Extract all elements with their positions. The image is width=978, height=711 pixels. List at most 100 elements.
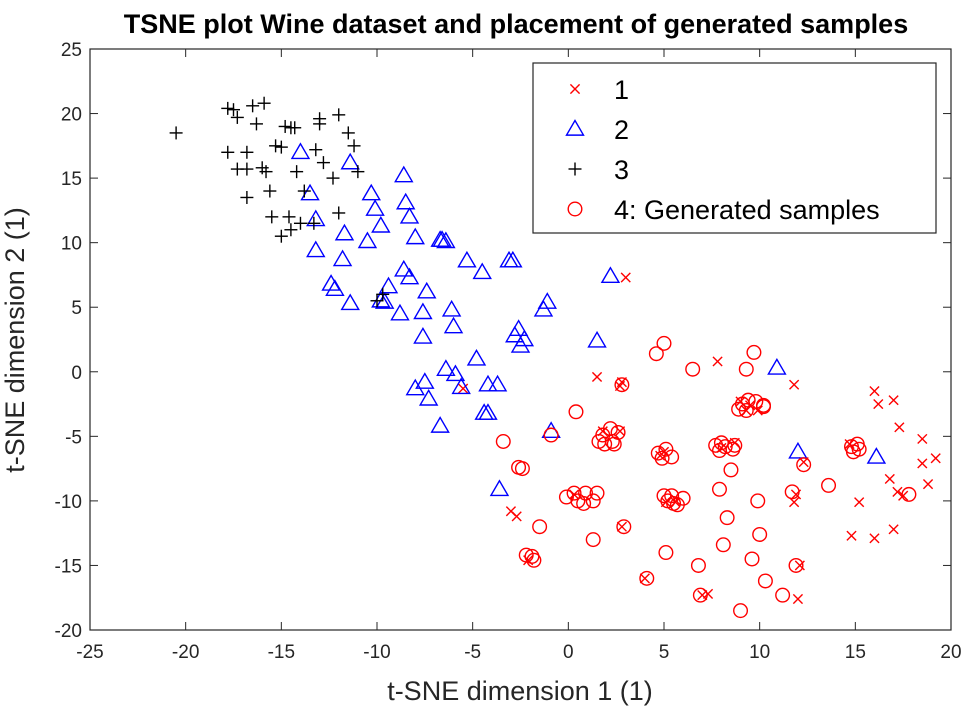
point-series-plus	[246, 99, 260, 113]
point-series-x	[869, 533, 880, 544]
point-series-triangle	[399, 267, 420, 285]
point-series-plus	[240, 145, 254, 159]
x-axis-label: t-SNE dimension 1 (1)	[387, 676, 653, 706]
point-series-plus	[169, 126, 183, 140]
point-series-plus	[221, 101, 235, 115]
point-series-circle	[675, 490, 691, 506]
x-tick-label: -20	[172, 642, 199, 663]
point-series-triangle	[478, 374, 498, 392]
point-series-circle	[719, 510, 735, 526]
x-tick-label: 0	[563, 642, 574, 663]
point-series-triangle	[361, 183, 381, 201]
point-series-circle	[639, 570, 655, 586]
point-series-triangle	[365, 199, 385, 216]
point-series-x	[898, 490, 909, 501]
point-series-plus	[259, 165, 273, 179]
point-series-circle	[650, 445, 666, 461]
y-tick-label: -10	[55, 492, 82, 513]
point-series-x	[930, 453, 941, 464]
point-series-triangle	[378, 276, 399, 294]
point-series-circle	[585, 493, 601, 509]
point-series-triangle	[415, 372, 435, 389]
legend-marker-triangle	[565, 119, 585, 136]
point-series-triangle	[413, 302, 433, 320]
point-series-triangle	[432, 230, 452, 247]
point-series-triangle	[767, 358, 787, 375]
point-series-circle	[775, 587, 791, 603]
point-series-circle	[648, 346, 664, 362]
point-series-triangle	[306, 209, 326, 227]
point-series-plus	[240, 162, 254, 176]
point-series-circle	[757, 573, 773, 589]
point-series-circle	[738, 361, 754, 377]
point-series-x	[616, 521, 628, 532]
point-series-circle	[578, 485, 594, 501]
x-tick-label: 10	[749, 642, 770, 663]
point-series-plus	[274, 229, 288, 243]
point-series-triangle	[443, 316, 464, 334]
point-series-circle	[597, 436, 613, 452]
point-series-circle	[744, 551, 760, 567]
point-series-x	[884, 473, 895, 485]
point-series-plus	[332, 206, 346, 220]
point-series-plus	[265, 210, 279, 224]
point-series-circle	[746, 344, 762, 360]
point-series-circle	[658, 441, 674, 457]
x-tick-label: -5	[464, 642, 481, 663]
point-series-triangle	[390, 303, 410, 321]
point-series-x	[892, 486, 903, 497]
point-series-plus	[370, 294, 384, 308]
point-series-plus	[274, 140, 288, 154]
point-series-plus	[297, 184, 311, 198]
axis-ticks: -25 -20 -15 -10 -5 0 5 10 15 20-20-15-10-50510152…	[55, 40, 962, 663]
point-series-triangle	[405, 227, 425, 245]
y-tick-label: -15	[55, 556, 82, 577]
point-series-triangle	[457, 250, 477, 268]
point-series-circle	[901, 486, 917, 502]
point-series-circle	[589, 485, 605, 501]
point-series-triangle	[587, 330, 607, 348]
point-series-plus	[351, 165, 365, 179]
point-series-triangle	[430, 416, 450, 433]
point-series-circle	[606, 436, 622, 452]
x-tick-label: -10	[363, 642, 390, 663]
y-tick-label: 10	[61, 234, 82, 255]
legend: 1 2 3 4: Generated samples	[532, 62, 937, 234]
point-series-triangle	[510, 336, 531, 353]
point-series-triangle	[866, 447, 887, 464]
point-series-triangle	[399, 206, 420, 224]
point-series-triangle	[300, 183, 320, 201]
point-series-x	[846, 530, 857, 541]
point-series-circle	[748, 393, 764, 409]
point-series-plus	[284, 223, 298, 237]
point-series-triangle	[306, 240, 326, 258]
point-series-x	[917, 458, 928, 469]
point-series-plus	[316, 156, 330, 170]
point-series-circle	[585, 532, 601, 548]
point-series-circle	[711, 443, 727, 459]
point-series-circle	[784, 484, 800, 500]
point-series-triangle	[332, 249, 353, 267]
point-series-circle	[755, 397, 771, 413]
point-series-triangle	[413, 327, 433, 344]
point-series-triangle	[451, 377, 471, 395]
point-series-circle	[524, 548, 540, 564]
point-series-x	[888, 395, 899, 406]
point-series-circle	[692, 587, 708, 603]
point-series-plus	[221, 145, 235, 159]
point-series-triangle	[394, 259, 414, 277]
point-series-plus	[332, 108, 346, 122]
point-series-plus	[257, 96, 271, 110]
point-series-triangle	[441, 299, 462, 317]
point-series-circle	[576, 495, 592, 511]
point-series-triangle	[290, 142, 311, 160]
point-series-plus	[313, 117, 327, 131]
point-series-x	[712, 356, 723, 367]
point-series-triangle	[472, 262, 492, 280]
x-tick-label: -25	[76, 642, 103, 663]
point-series-triangle	[503, 250, 523, 268]
y-axis-label: t-SNE dimension 2 (1)	[0, 207, 30, 473]
point-series-triangle	[788, 441, 808, 459]
y-tick-label: 5	[71, 298, 82, 319]
point-series-circle	[658, 545, 674, 561]
